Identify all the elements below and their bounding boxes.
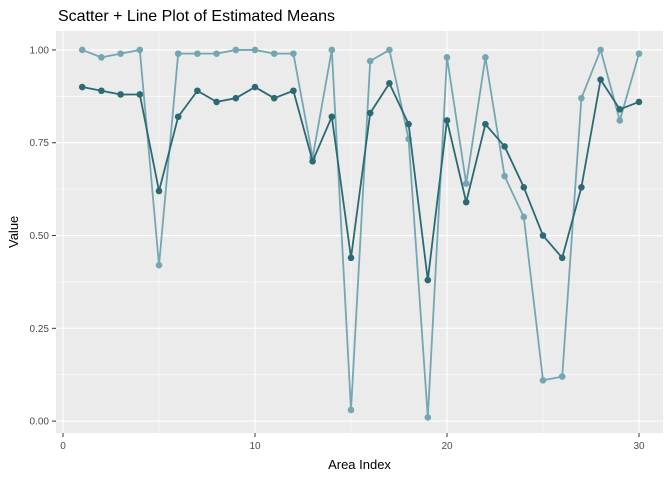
dark-teal-series-point [290,87,297,95]
dark-teal-series-point [309,157,316,165]
dark-teal-series-point [405,120,412,128]
dark-teal-series-point [386,80,393,87]
dark-teal-series-point [578,183,585,191]
dark-teal-series-point [347,254,355,262]
dark-teal-series-point [501,143,508,150]
dark-teal-series-point [136,91,144,98]
dark-teal-series-point [520,183,528,191]
light-teal-series-point [136,46,144,54]
light-teal-series-point [174,50,182,57]
light-teal-series-point [578,94,585,102]
x-tick-label: 30 [633,441,645,452]
dark-teal-series-point [366,109,374,117]
dark-teal-series-point [462,198,470,206]
dark-teal-series-point [155,187,163,195]
y-tick-label: 0.00 [30,417,50,428]
dark-teal-series-point [194,87,201,95]
dark-teal-series-point [117,91,124,98]
light-teal-series-point [78,46,86,54]
light-teal-series-point [501,172,508,180]
dark-teal-series-point [174,113,182,121]
light-teal-series-point [520,213,528,221]
light-teal-series-point [597,46,604,54]
light-teal-series-point [117,50,124,57]
dark-teal-series-point [232,94,240,102]
dark-teal-series-point [251,83,259,91]
light-teal-series-point [347,406,355,414]
y-tick-label: 1.00 [30,45,50,56]
panel-background [56,31,663,433]
light-teal-series-point [386,46,393,54]
light-teal-series-point [424,414,432,421]
y-axis-title: Value [6,215,21,249]
dark-teal-series-point [443,117,451,124]
light-teal-series-point [98,54,105,61]
light-teal-series-point [462,180,470,187]
light-teal-series-point [194,50,201,57]
dark-teal-series-point [558,254,566,262]
y-tick-label: 0.75 [30,138,50,149]
light-teal-series-point [213,50,220,57]
dark-teal-series-point [424,276,432,284]
light-teal-series-point [155,261,163,269]
dark-teal-series-point [635,98,643,106]
x-axis-title: Area Index [328,457,391,472]
dark-teal-series-point [616,106,624,113]
light-teal-series-point [558,373,566,380]
dark-teal-series-point [597,76,604,83]
dark-teal-series-point [98,87,105,95]
light-teal-series-point [366,57,374,65]
dark-teal-series-point [213,98,220,106]
dark-teal-series-point [78,83,86,91]
light-teal-series-point [539,376,547,384]
light-teal-series-point [290,50,297,57]
dark-teal-series-point [270,94,278,102]
y-tick-label: 0.25 [30,324,50,335]
light-teal-series-point [270,50,278,57]
light-teal-series-point [443,54,451,61]
plot-title: Scatter + Line Plot of Estimated Means [58,8,336,25]
light-teal-series-point [635,50,643,57]
y-tick-label: 0.50 [30,231,50,242]
light-teal-series-point [251,46,259,54]
light-teal-series-point [482,54,489,61]
x-tick-label: 10 [249,441,261,452]
light-teal-series-point [616,117,624,124]
light-teal-series-point [328,46,336,54]
dark-teal-series-line [81,78,640,281]
dark-teal-series-point [539,232,547,239]
dark-teal-series-point [482,120,489,128]
x-tick-label: 0 [60,441,66,452]
x-tick-label: 20 [441,441,453,452]
light-teal-series-point [232,46,240,54]
dark-teal-series-point [328,113,336,121]
